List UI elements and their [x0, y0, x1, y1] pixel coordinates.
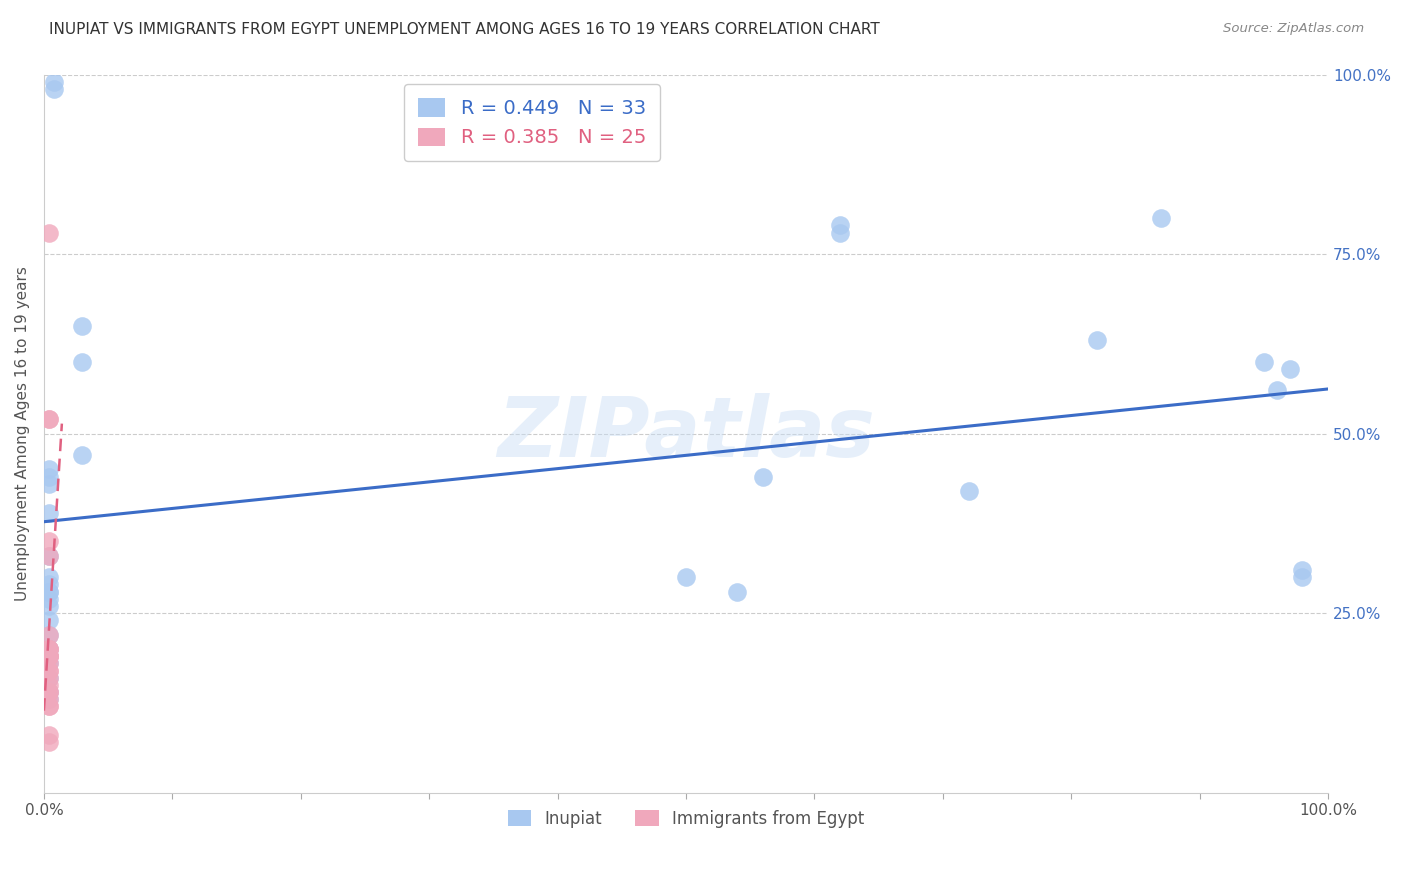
Point [38, 462, 60, 476]
Point [38, 642, 60, 657]
Point [38, 613, 60, 627]
Point [38, 671, 60, 685]
Point [752, 469, 775, 483]
Point [1085, 333, 1108, 347]
Point [1291, 570, 1313, 584]
Point [830, 219, 852, 233]
Point [38, 685, 60, 699]
Legend: Inupiat, Immigrants from Egypt: Inupiat, Immigrants from Egypt [501, 804, 870, 835]
Point [38, 649, 60, 664]
Point [957, 483, 980, 498]
Point [38, 506, 60, 520]
Text: Source: ZipAtlas.com: Source: ZipAtlas.com [1223, 22, 1364, 36]
Point [1265, 384, 1288, 398]
Point [38, 412, 60, 426]
Point [38, 649, 60, 664]
Point [38, 549, 60, 563]
Point [38, 570, 60, 584]
Point [38, 534, 60, 549]
Point [38, 649, 60, 664]
Point [38, 642, 60, 657]
Point [38, 577, 60, 591]
Point [1253, 355, 1275, 369]
Point [38, 671, 60, 685]
Point [38, 735, 60, 749]
Point [38, 628, 60, 642]
Point [38, 692, 60, 706]
Point [38, 685, 60, 699]
Point [38, 549, 60, 563]
Point [38, 657, 60, 671]
Point [830, 226, 852, 240]
Point [38, 664, 60, 678]
Point [38, 412, 60, 426]
Point [38, 584, 60, 599]
Point [72, 355, 94, 369]
Point [38, 628, 60, 642]
Point [38, 699, 60, 714]
Point [38, 226, 60, 240]
Text: INUPIAT VS IMMIGRANTS FROM EGYPT UNEMPLOYMENT AMONG AGES 16 TO 19 YEARS CORRELAT: INUPIAT VS IMMIGRANTS FROM EGYPT UNEMPLO… [49, 22, 880, 37]
Point [38, 657, 60, 671]
Point [38, 649, 60, 664]
Point [725, 584, 748, 599]
Point [72, 318, 94, 333]
Point [38, 469, 60, 483]
Point [38, 476, 60, 491]
Point [675, 570, 697, 584]
Point [38, 584, 60, 599]
Point [38, 664, 60, 678]
Point [38, 699, 60, 714]
Point [38, 728, 60, 742]
Point [44, 75, 66, 89]
Y-axis label: Unemployment Among Ages 16 to 19 years: Unemployment Among Ages 16 to 19 years [15, 266, 30, 601]
Point [38, 642, 60, 657]
Point [44, 82, 66, 96]
Point [38, 685, 60, 699]
Point [38, 692, 60, 706]
Text: ZIPatlas: ZIPatlas [498, 393, 875, 474]
Point [38, 642, 60, 657]
Point [38, 678, 60, 692]
Point [1291, 563, 1313, 577]
Point [38, 591, 60, 606]
Point [38, 599, 60, 613]
Point [1150, 211, 1173, 226]
Point [1278, 362, 1301, 376]
Point [72, 448, 94, 462]
